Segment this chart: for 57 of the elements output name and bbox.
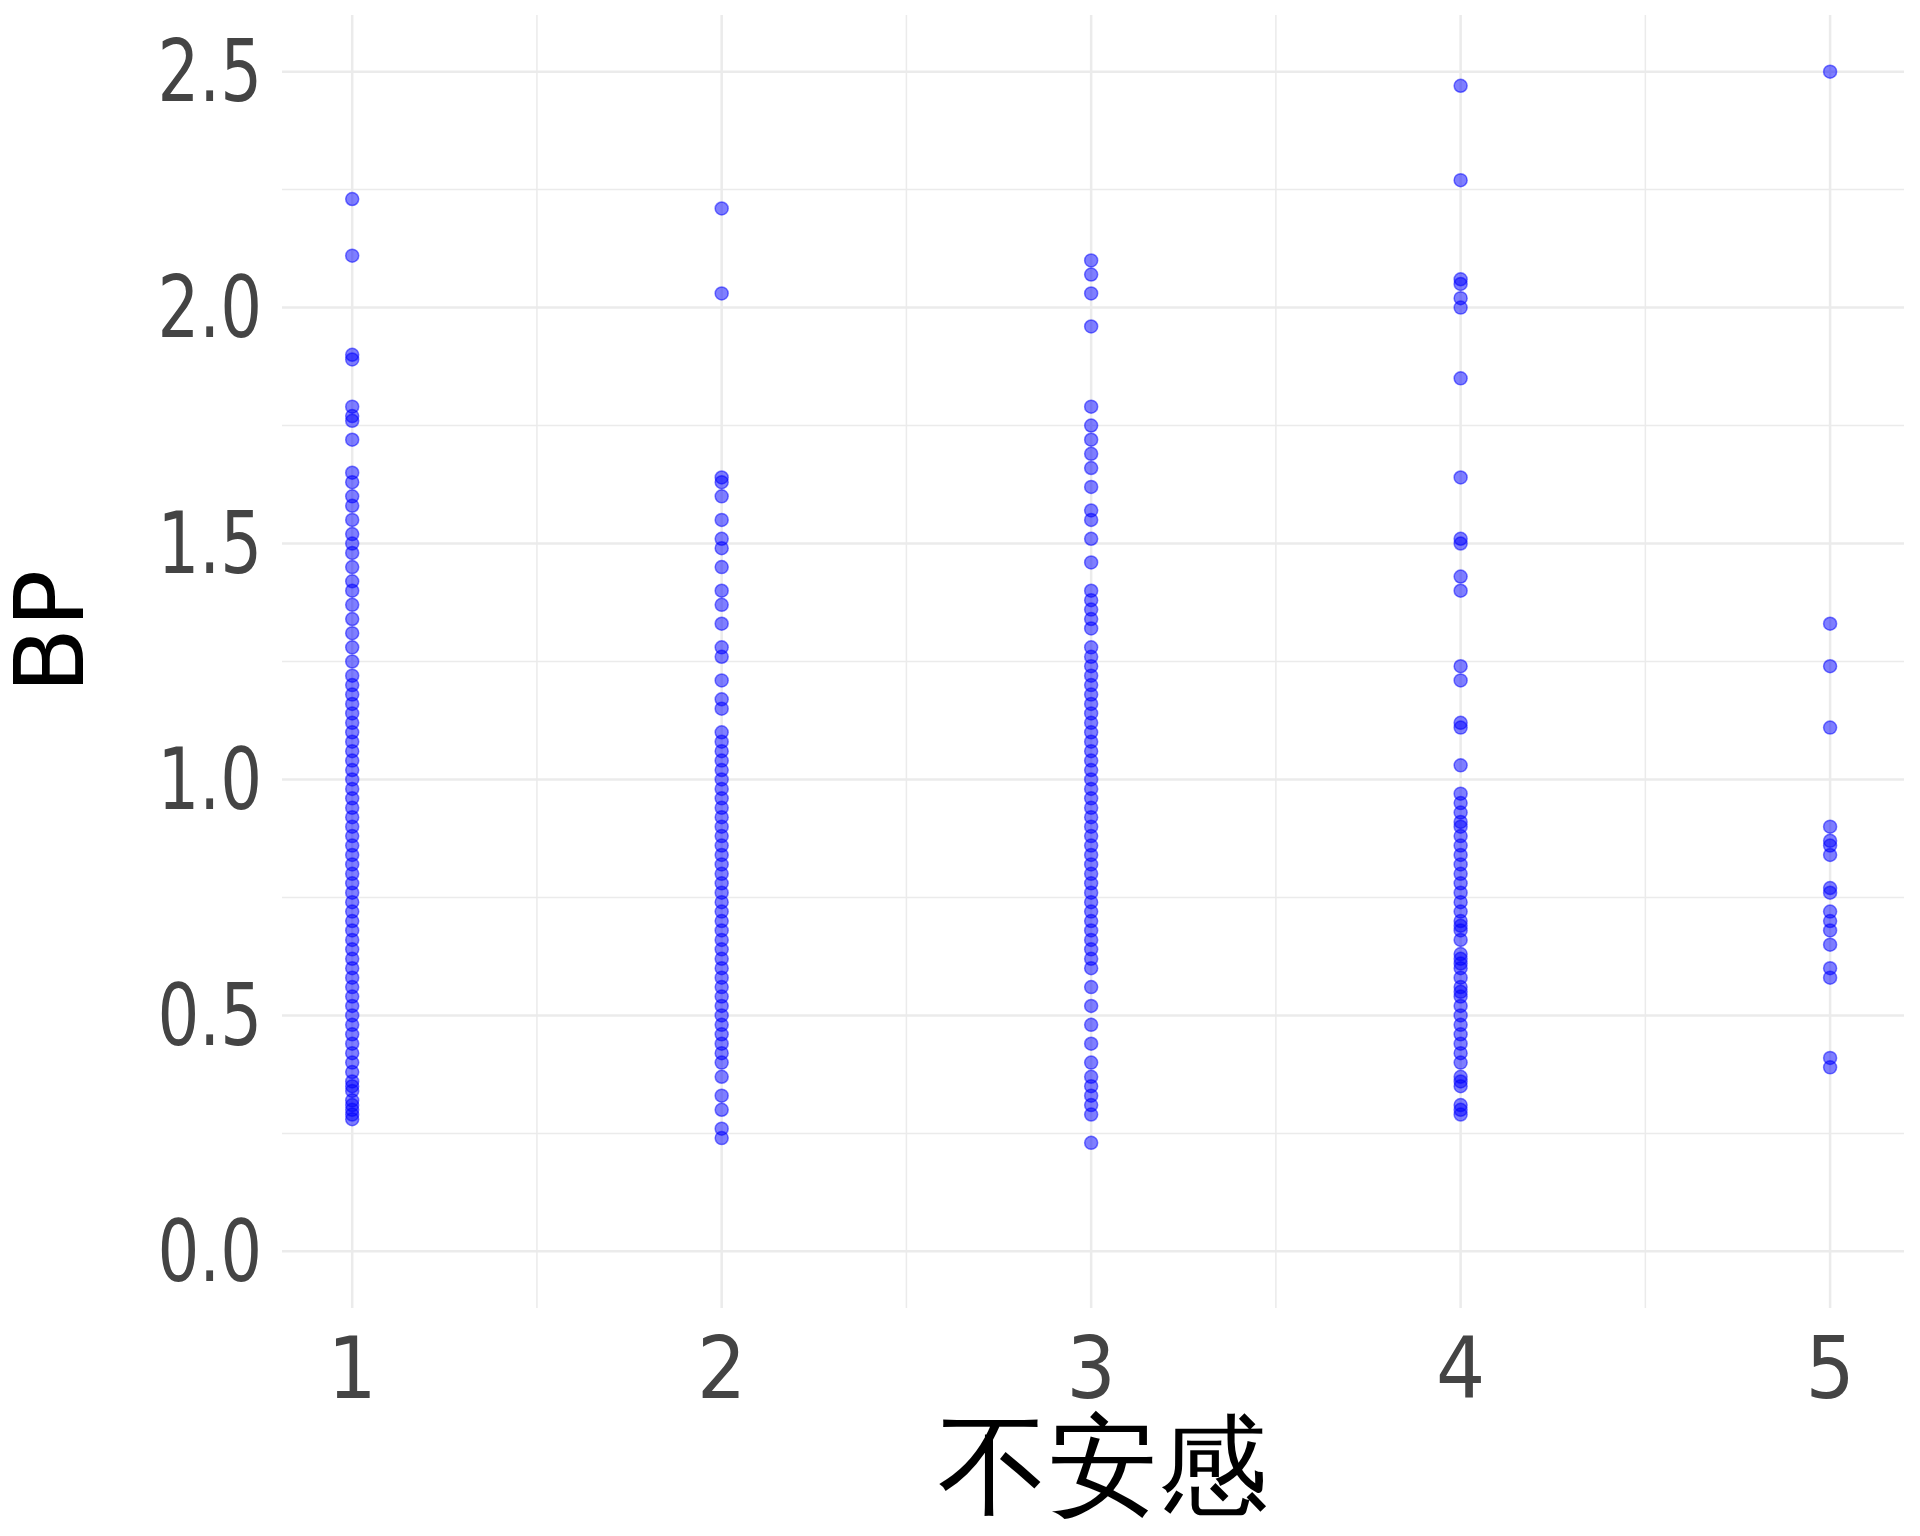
point (1822, 923, 1838, 938)
point (1453, 78, 1468, 94)
point (1822, 937, 1838, 952)
point (1822, 970, 1838, 985)
point (1822, 658, 1838, 674)
point (1453, 720, 1468, 735)
point (1453, 1107, 1468, 1122)
point (1822, 819, 1838, 834)
point (714, 1102, 729, 1118)
point (714, 201, 729, 216)
point (1453, 1078, 1468, 1094)
point (1453, 758, 1468, 773)
point (714, 474, 729, 490)
point (1453, 932, 1468, 948)
point (1453, 673, 1468, 688)
point (714, 541, 729, 556)
point (714, 559, 729, 575)
point (714, 1130, 729, 1146)
point (714, 649, 729, 665)
point (714, 489, 729, 504)
point (1453, 569, 1468, 584)
point (714, 673, 729, 688)
point (1453, 300, 1468, 315)
x-tick-label: 5 (1805, 1318, 1855, 1418)
y-tick-label: 1.0 (157, 729, 262, 830)
point (1822, 720, 1838, 735)
point (714, 597, 729, 613)
point (1453, 371, 1468, 386)
point (1453, 583, 1468, 598)
point (1822, 885, 1838, 900)
point (1453, 658, 1468, 674)
y-axis-title: BP (0, 569, 106, 694)
point (714, 512, 729, 528)
y-tick-label: 2.5 (157, 21, 262, 122)
x-tick-label: 2 (697, 1318, 747, 1418)
point (1822, 1060, 1838, 1075)
point (1822, 847, 1838, 863)
y-tick-label: 2.0 (157, 257, 262, 358)
point (714, 1069, 729, 1085)
point (1453, 276, 1468, 292)
y-tick-label: 0.5 (157, 965, 262, 1066)
point (1453, 172, 1468, 188)
point (1822, 616, 1838, 631)
point (714, 583, 729, 598)
y-tick-label: 1.5 (157, 493, 262, 594)
point (1822, 64, 1838, 79)
point (714, 1088, 729, 1103)
y-tick-label: 0.0 (157, 1201, 262, 1302)
x-tick-label: 4 (1436, 1318, 1486, 1418)
point (1453, 1055, 1468, 1070)
point (714, 616, 729, 631)
point (714, 286, 729, 301)
x-tick-label: 1 (327, 1318, 377, 1418)
point (1453, 470, 1468, 485)
point (1453, 536, 1468, 551)
point (714, 1055, 729, 1070)
point (714, 701, 729, 716)
